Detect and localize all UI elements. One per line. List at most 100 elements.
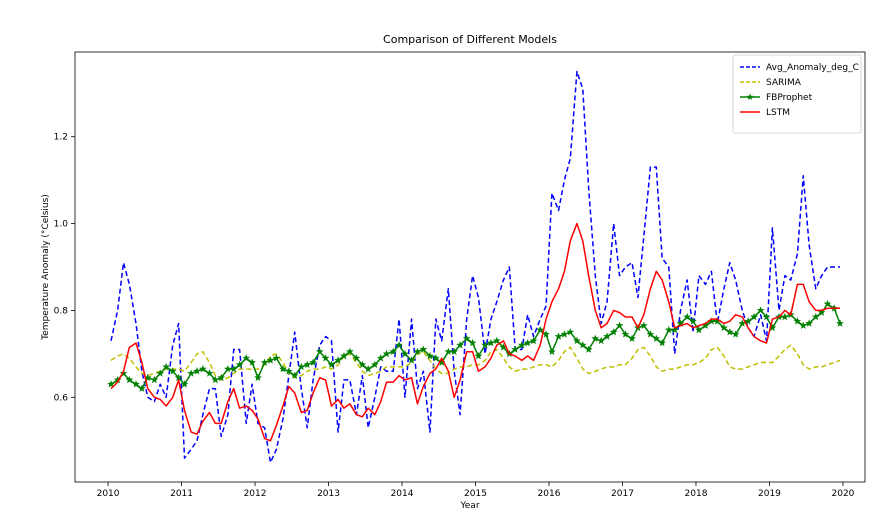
- data-point: [327, 360, 336, 369]
- data-point: [395, 341, 404, 349]
- data-point: [523, 338, 532, 347]
- data-point: [474, 351, 483, 360]
- data-point: [468, 338, 477, 347]
- data-point: [217, 373, 226, 382]
- chart-title: Comparison of Different Models: [383, 33, 557, 46]
- data-point: [584, 345, 593, 353]
- data-point: [591, 334, 600, 343]
- x-tick-label: 2017: [611, 489, 634, 499]
- data-point: [609, 327, 618, 336]
- x-tick-label: 2019: [758, 489, 781, 499]
- data-point: [658, 338, 667, 347]
- data-point: [670, 325, 679, 334]
- y-tick-label: 1.2: [54, 133, 68, 143]
- x-tick-label: 2018: [685, 489, 708, 499]
- x-tick-label: 2011: [170, 489, 193, 499]
- data-point: [248, 358, 257, 366]
- x-tick-label: 2015: [464, 489, 487, 499]
- y-axis-ticks: 0.6 0.8 1.0 1.2: [54, 133, 75, 403]
- data-point: [284, 367, 293, 375]
- data-point: [162, 362, 171, 371]
- data-point: [744, 317, 753, 325]
- data-point: [628, 334, 637, 343]
- data-point: [400, 349, 409, 358]
- data-point: [198, 364, 207, 373]
- legend-label: FBProphet: [766, 93, 813, 103]
- data-point: [450, 347, 459, 356]
- data-point: [345, 347, 354, 356]
- data-point: [750, 312, 759, 321]
- data-point: [683, 312, 692, 321]
- data-point: [621, 330, 630, 338]
- data-point: [805, 319, 814, 327]
- data-point: [431, 354, 440, 362]
- data-point: [107, 380, 115, 388]
- data-point: [725, 327, 734, 336]
- series-line: [110, 70, 841, 464]
- data-point: [639, 321, 648, 330]
- data-point: [266, 356, 275, 364]
- data-point: [389, 347, 398, 356]
- data-point: [278, 364, 287, 373]
- data-point: [425, 351, 434, 360]
- data-point: [486, 338, 495, 347]
- data-point: [168, 367, 177, 375]
- data-point: [419, 345, 428, 353]
- data-point: [793, 317, 802, 325]
- data-point: [481, 341, 490, 349]
- x-axis-title: Year: [459, 501, 479, 511]
- y-tick-label: 0.8: [54, 306, 69, 316]
- data-point: [578, 341, 587, 349]
- data-point: [180, 380, 189, 388]
- data-point: [646, 330, 655, 338]
- y-tick-label: 1.0: [54, 220, 69, 230]
- data-point: [309, 358, 318, 366]
- data-point: [132, 380, 140, 388]
- data-point: [731, 330, 740, 338]
- data-point: [272, 354, 281, 362]
- data-point: [456, 341, 465, 349]
- legend-marker: [746, 93, 754, 100]
- data-point: [836, 319, 844, 327]
- data-point: [817, 308, 826, 316]
- data-point: [511, 345, 520, 353]
- data-point: [413, 347, 422, 356]
- x-axis-ticks: 2010 2011 2012 2013 2014 2015 2016 2017 2018 2019…: [97, 482, 855, 499]
- data-point: [339, 351, 348, 360]
- data-point: [719, 323, 728, 332]
- data-point: [652, 334, 661, 343]
- data-point: [547, 347, 556, 356]
- data-point: [242, 354, 251, 362]
- data-point: [762, 312, 771, 321]
- data-point: [780, 312, 789, 321]
- data-point: [811, 312, 820, 321]
- data-point: [235, 360, 244, 369]
- x-tick-label: 2010: [97, 489, 120, 499]
- data-point: [290, 371, 299, 379]
- data-point: [125, 375, 134, 384]
- data-point: [376, 354, 385, 362]
- data-point: [303, 360, 312, 369]
- data-point: [364, 364, 373, 373]
- x-tick-label: 2016: [538, 489, 561, 499]
- x-tick-label: 2014: [391, 489, 414, 499]
- x-tick-label: 2020: [832, 489, 855, 499]
- series-avg-anomaly-deg-c: [110, 70, 841, 464]
- data-point: [254, 373, 262, 382]
- data-point: [799, 321, 808, 330]
- data-point: [554, 332, 563, 340]
- data-point: [358, 360, 367, 369]
- data-point: [297, 362, 306, 371]
- data-point: [492, 336, 501, 345]
- series-line: [110, 344, 841, 381]
- data-point: [597, 336, 606, 345]
- data-point: [756, 306, 765, 314]
- data-point: [334, 356, 343, 364]
- data-point: [211, 375, 220, 384]
- data-point: [560, 330, 569, 338]
- legend-label: Avg_Anomaly_deg_C: [766, 63, 859, 73]
- data-point: [694, 325, 703, 334]
- data-point: [603, 332, 612, 340]
